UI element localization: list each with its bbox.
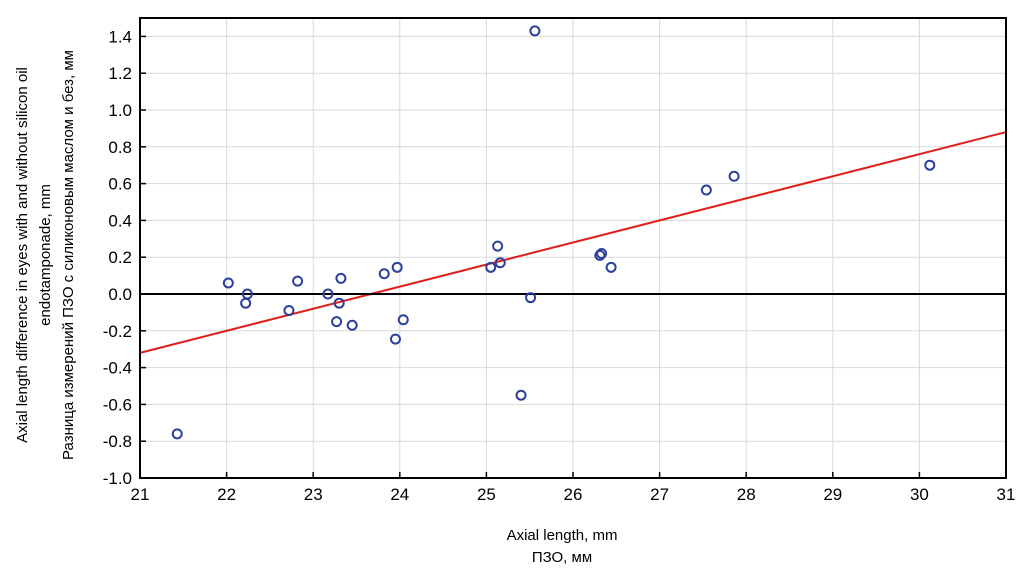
data-point bbox=[335, 272, 347, 284]
data-point bbox=[525, 292, 537, 304]
x-axis-label-ru: ПЗО, мм bbox=[532, 549, 592, 566]
x-tick-label: 27 bbox=[650, 485, 669, 504]
y-axis-label-ru: Разница измерений ПЗО с силиконовым масл… bbox=[60, 50, 77, 460]
fit-line bbox=[139, 131, 1007, 354]
data-point bbox=[397, 314, 409, 326]
y-tick-label: -0.6 bbox=[103, 395, 132, 414]
data-point bbox=[515, 389, 527, 401]
y-tick-label: 0.2 bbox=[108, 248, 132, 267]
x-tick-label: 22 bbox=[217, 485, 236, 504]
x-tick-label: 23 bbox=[304, 485, 323, 504]
x-tick-label: 25 bbox=[477, 485, 496, 504]
data-point bbox=[492, 240, 504, 252]
data-point bbox=[728, 170, 740, 182]
y-tick-label: 0.8 bbox=[108, 138, 132, 157]
x-tick-label: 29 bbox=[823, 485, 842, 504]
y-tick-label: 1.4 bbox=[108, 27, 132, 46]
grid-lines bbox=[139, 18, 1007, 479]
x-tick-label: 31 bbox=[997, 485, 1016, 504]
data-point bbox=[331, 316, 343, 328]
x-axis-label: Axial length, mm bbox=[507, 527, 618, 544]
data-point bbox=[333, 297, 345, 309]
y-tick-label: -0.2 bbox=[103, 322, 132, 341]
data-point bbox=[391, 261, 403, 273]
data-point bbox=[700, 184, 712, 196]
y-tick-label: 0.4 bbox=[108, 211, 132, 230]
data-point bbox=[924, 159, 936, 171]
x-tick-label: 30 bbox=[910, 485, 929, 504]
y-axis-label: Axial length difference in eyes with and… bbox=[14, 67, 31, 443]
y-tick-label: 0.0 bbox=[108, 285, 132, 304]
data-point bbox=[485, 261, 497, 273]
y-tick-label: -1.0 bbox=[103, 469, 132, 488]
y-tick-label: 0.6 bbox=[108, 175, 132, 194]
y-tick-label: 1.2 bbox=[108, 64, 132, 83]
data-point bbox=[171, 428, 183, 440]
x-axis-ticks: 21 22 23 24 25 26 27 28 29 30 31 bbox=[131, 472, 1016, 504]
x-tick-label: 28 bbox=[737, 485, 756, 504]
data-point bbox=[389, 333, 401, 345]
y-tick-label: 1.0 bbox=[108, 101, 132, 120]
y-tick-label: -0.8 bbox=[103, 432, 132, 451]
data-point bbox=[494, 257, 506, 269]
data-point bbox=[378, 268, 390, 280]
data-point bbox=[241, 288, 253, 300]
data-point bbox=[283, 305, 295, 317]
y-tick-label: -0.4 bbox=[103, 359, 132, 378]
x-tick-label: 21 bbox=[131, 485, 150, 504]
y-axis-ticks: -1.0 -0.8 -0.6 -0.4 -0.2 0.0 0.2 0.4 0.6 0.8 1.0 1.… bbox=[103, 27, 146, 488]
regression-line bbox=[139, 131, 1007, 354]
data-point bbox=[292, 275, 304, 287]
data-point bbox=[322, 288, 334, 300]
data-points bbox=[171, 25, 936, 440]
y-axis-label-2: endotamponade, mm bbox=[37, 184, 54, 326]
data-point bbox=[222, 277, 234, 289]
data-point bbox=[596, 248, 608, 260]
data-point bbox=[594, 249, 606, 261]
data-point bbox=[346, 319, 358, 331]
data-point bbox=[605, 261, 617, 273]
data-point bbox=[240, 297, 252, 309]
x-tick-label: 24 bbox=[390, 485, 409, 504]
data-point bbox=[529, 25, 541, 37]
x-tick-label: 26 bbox=[564, 485, 583, 504]
